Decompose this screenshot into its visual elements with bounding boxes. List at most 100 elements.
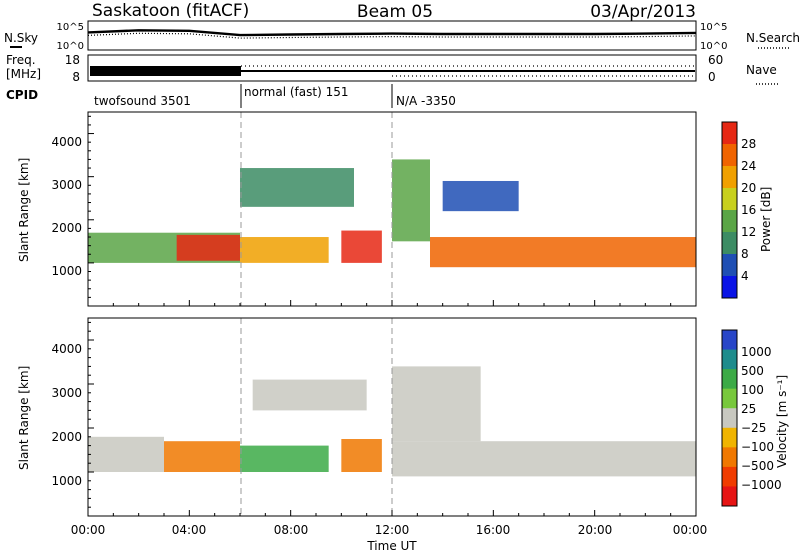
power-cell bbox=[392, 159, 430, 242]
velocity-colorbar-swatch bbox=[722, 330, 737, 351]
power-colorbar-swatch bbox=[722, 254, 737, 277]
velocity-cell bbox=[88, 436, 164, 472]
velocity-colorbar-swatch bbox=[722, 466, 737, 487]
velocity-cell bbox=[341, 439, 382, 472]
power-colorbar-label: Power [dB] bbox=[759, 187, 773, 252]
sky-panel-frame bbox=[87, 20, 697, 51]
power-y-ticks bbox=[88, 115, 94, 307]
power-cell bbox=[442, 180, 519, 212]
velocity-ytick-3000: 3000 bbox=[51, 386, 82, 400]
power-cbar-tick-20: 20 bbox=[741, 181, 756, 195]
cpid-strip: twofsound 3501 normal (fast) 151 N/A -33… bbox=[94, 84, 456, 108]
time-axis-ticks bbox=[87, 300, 697, 516]
power-colorbar bbox=[721, 121, 738, 299]
velocity-colorbar-swatch bbox=[722, 349, 737, 370]
nsearch-tick-bottom: 10^0 bbox=[700, 41, 727, 52]
vel-cbar-tick-25: 25 bbox=[741, 402, 756, 416]
velocity-colorbar-swatch bbox=[722, 408, 737, 429]
beam-title: Beam 05 bbox=[357, 2, 433, 22]
vel-cbar-tick-minus25: −25 bbox=[741, 421, 766, 435]
velocity-colorbar-frame bbox=[721, 329, 738, 507]
nsearch-tick-top: 10^5 bbox=[700, 22, 727, 33]
nsky-tick-bottom: 10^0 bbox=[57, 41, 84, 52]
nave-tick-bottom: 0 bbox=[708, 70, 716, 84]
velocity-ytick-4000: 4000 bbox=[51, 342, 82, 356]
velocity-colorbar-swatch bbox=[722, 447, 737, 468]
power-cell bbox=[430, 237, 696, 268]
velocity-cell bbox=[392, 441, 696, 477]
velocity-cell bbox=[392, 366, 481, 442]
velocity-ylabel: Slant Range [km] bbox=[17, 366, 31, 470]
velocity-colorbar-swatch bbox=[722, 486, 737, 507]
sky-search-panel bbox=[87, 20, 697, 51]
power-ytick-4000: 4000 bbox=[51, 135, 82, 149]
vel-cbar-tick-100: 100 bbox=[741, 383, 764, 397]
velocity-panel bbox=[87, 300, 697, 517]
xtick-5: 20:00 bbox=[578, 523, 613, 537]
x-axis-label: Time UT bbox=[366, 539, 417, 553]
freq-solid-block bbox=[90, 66, 241, 76]
power-cbar-tick-16: 16 bbox=[741, 203, 756, 217]
power-colorbar-swatch bbox=[722, 122, 737, 145]
nsearch-label: N.Search bbox=[746, 31, 800, 45]
velocity-colorbar-swatch bbox=[722, 388, 737, 409]
power-cbar-tick-24: 24 bbox=[741, 159, 756, 173]
freq-nave-panel bbox=[87, 54, 697, 82]
power-cbar-tick-8: 8 bbox=[741, 247, 749, 261]
velocity-ytick-1000: 1000 bbox=[51, 474, 82, 488]
power-cbar-tick-4: 4 bbox=[741, 269, 749, 283]
power-cell bbox=[176, 234, 240, 261]
power-ytick-3000: 3000 bbox=[51, 178, 82, 192]
xtick-0: 00:00 bbox=[71, 523, 106, 537]
freq-tick-top: 18 bbox=[65, 53, 80, 67]
velocity-ytick-2000: 2000 bbox=[51, 430, 82, 444]
cpid-segment-1: twofsound 3501 bbox=[94, 94, 191, 108]
power-cell bbox=[240, 237, 329, 263]
vel-cbar-tick-500: 500 bbox=[741, 364, 764, 378]
vel-cbar-tick-minus500: −500 bbox=[741, 459, 774, 473]
freq-label: Freq. bbox=[6, 53, 36, 67]
velocity-colorbar-swatch bbox=[722, 369, 737, 390]
power-colorbar-swatch bbox=[722, 210, 737, 233]
vel-cbar-tick-minus100: −100 bbox=[741, 440, 774, 454]
velocity-colorbar-swatch bbox=[722, 427, 737, 448]
velocity-cell bbox=[164, 441, 240, 472]
power-heatmap bbox=[88, 159, 696, 268]
station-title: Saskatoon (fitACF) bbox=[92, 1, 249, 21]
power-cell bbox=[341, 230, 382, 263]
power-colorbar-swatch bbox=[722, 276, 737, 299]
power-panel bbox=[87, 111, 697, 307]
nave-label: Nave bbox=[746, 63, 777, 77]
freq-tick-bottom: 8 bbox=[72, 70, 80, 84]
date-title: 03/Apr/2013 bbox=[590, 2, 696, 22]
velocity-y-ticks bbox=[88, 321, 94, 517]
power-colorbar-frame bbox=[721, 121, 738, 299]
power-ytick-1000: 1000 bbox=[51, 264, 82, 278]
velocity-cell bbox=[252, 379, 367, 411]
power-cbar-tick-28: 28 bbox=[741, 137, 756, 151]
sky-noise-trace bbox=[87, 29, 697, 37]
power-ylabel: Slant Range [km] bbox=[17, 158, 31, 262]
freq-unit-label: [MHz] bbox=[6, 67, 41, 81]
power-ytick-2000: 2000 bbox=[51, 221, 82, 235]
velocity-colorbar bbox=[721, 329, 738, 507]
power-colorbar-swatch bbox=[722, 232, 737, 255]
power-cell bbox=[240, 168, 354, 207]
xtick-2: 08:00 bbox=[274, 523, 309, 537]
xtick-3: 12:00 bbox=[375, 523, 410, 537]
vel-cbar-tick-1000: 1000 bbox=[741, 345, 772, 359]
nsky-tick-top: 10^5 bbox=[57, 22, 84, 33]
xtick-1: 04:00 bbox=[172, 523, 207, 537]
nsky-label: N.Sky bbox=[4, 31, 38, 45]
cpid-segment-2: normal (fast) 151 bbox=[244, 85, 348, 99]
xtick-4: 16:00 bbox=[476, 523, 511, 537]
xtick-6: 00:00 bbox=[673, 523, 708, 537]
power-colorbar-swatch bbox=[722, 188, 737, 211]
cpid-segment-3: N/A -3350 bbox=[396, 94, 456, 108]
power-cbar-tick-12: 12 bbox=[741, 225, 756, 239]
velocity-heatmap bbox=[88, 366, 696, 477]
velocity-cell bbox=[240, 445, 329, 472]
freq-panel-frame bbox=[87, 54, 697, 82]
nave-tick-top: 60 bbox=[708, 53, 723, 67]
power-colorbar-swatch bbox=[722, 144, 737, 167]
